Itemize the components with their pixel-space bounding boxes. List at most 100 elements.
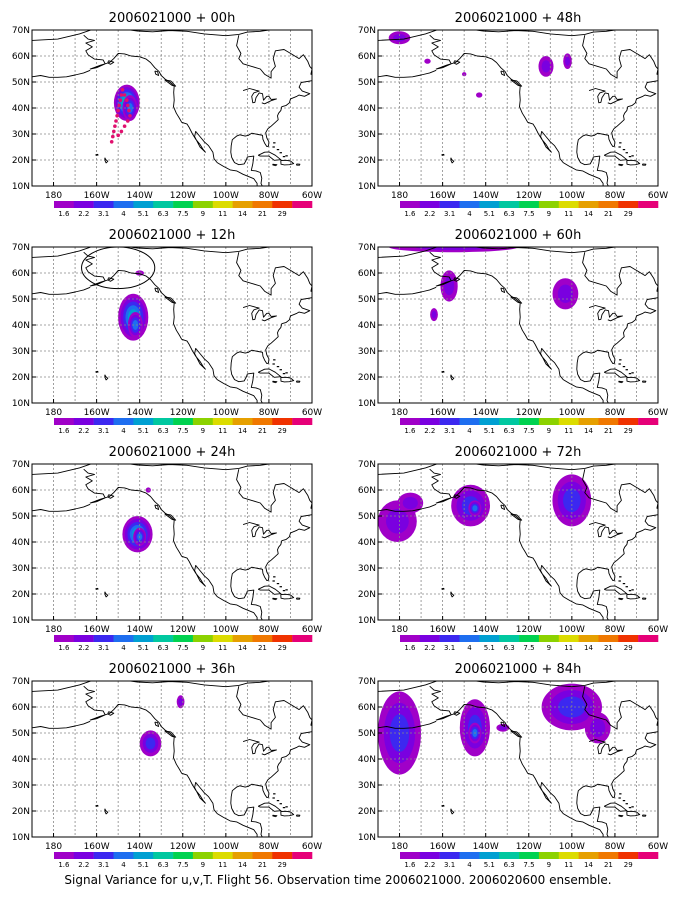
colorbar-level-label: 21 [258, 427, 267, 435]
coastlines [378, 30, 658, 186]
x-tick-label: 120W [170, 842, 196, 852]
colorbar-swatch-12 [638, 201, 659, 208]
colorbar-level-label: 7.5 [177, 861, 188, 869]
y-tick-label: 10N [358, 182, 376, 192]
variance-blob-1 [440, 270, 458, 302]
x-tick-label: 80W [605, 191, 625, 201]
coastlines [32, 464, 328, 620]
variance-blob-2 [563, 53, 572, 69]
island-3 [296, 814, 301, 817]
island-2 [618, 597, 624, 601]
bahamas-islet-5 [285, 372, 288, 374]
x-tick-label: 60W [648, 191, 668, 201]
y-tick-label: 70N [358, 677, 376, 687]
x-tick-label: 180 [391, 191, 408, 201]
bahamas-islet-1 [618, 363, 621, 365]
bahamas-islet-1 [272, 363, 275, 365]
x-tick-label: 60W [648, 408, 668, 418]
bahamas-islet-3 [625, 803, 628, 805]
colorbar-level-label: 29 [278, 210, 287, 218]
colorbar-level-label: 14 [238, 644, 247, 652]
coastline-3 [236, 686, 312, 730]
colorbar-swatch-10 [598, 635, 619, 642]
y-tick-label: 70N [358, 243, 376, 253]
track-point-1 [111, 134, 115, 139]
coastline-0 [32, 247, 269, 258]
coastline-4 [230, 719, 312, 837]
colorbar-level-label: 11 [218, 427, 227, 435]
y-tick-label: 40N [358, 755, 376, 765]
coastline-3 [582, 35, 658, 79]
colorbar-level-label: 3.1 [444, 644, 455, 652]
contour-level-1.6 [476, 92, 483, 98]
colorbar-level-label: 4 [467, 427, 472, 435]
colorbar-level-label: 5.1 [138, 644, 149, 652]
colorbar-swatch-8 [212, 635, 233, 642]
x-tick-label: 80W [605, 842, 625, 852]
island-7 [164, 79, 177, 87]
colorbar-swatch-10 [252, 852, 273, 859]
bahamas-islet-2 [276, 800, 280, 802]
colorbar-level-label: 29 [278, 861, 287, 869]
island-2 [272, 163, 278, 167]
colorbar-swatch-3 [113, 635, 134, 642]
panel-title: 2006021000 + 24h [109, 445, 236, 460]
x-tick-label: 120W [516, 408, 542, 418]
colorbar-level-label: 9 [547, 210, 551, 218]
y-tick-label: 50N [358, 78, 376, 88]
x-tick-label: 100W [213, 191, 239, 201]
island-8 [154, 721, 160, 727]
x-tick-label: 60W [648, 625, 668, 635]
colorbar-swatch-3 [459, 201, 480, 208]
bahamas-islet-3 [625, 369, 628, 371]
island-7 [164, 296, 177, 304]
coastline-0 [32, 30, 269, 41]
variance-blob-0 [388, 31, 411, 45]
bahamas-islet-4 [282, 156, 286, 158]
colorbar-swatch-8 [212, 201, 233, 208]
island-5 [95, 153, 99, 156]
bahamas-islet-1 [618, 146, 621, 148]
island-4 [660, 512, 674, 525]
colorbar-swatch-6 [519, 418, 540, 425]
colorbar-level-label: 11 [564, 210, 573, 218]
contour-level-4 [132, 320, 139, 330]
coastline-1 [83, 251, 258, 403]
coastline-2 [378, 503, 437, 512]
colorbar-level-label: 29 [624, 861, 633, 869]
colorbar-swatch-8 [212, 418, 233, 425]
colorbar-level-label: 14 [238, 427, 247, 435]
island-7 [164, 730, 177, 738]
x-tick-label: 80W [605, 625, 625, 635]
x-tick-label: 60W [302, 625, 322, 635]
island-6 [450, 374, 455, 381]
colorbar-swatch-11 [272, 418, 293, 425]
track-point-19 [116, 133, 120, 138]
colorbar: 1.6 2.2 3.1 4 5.1 6.3 7.5 9 11 14 21 29 [400, 635, 659, 652]
colorbar-level-label: 14 [238, 861, 247, 869]
x-tick-label: 80W [259, 842, 279, 852]
x-tick-label: 100W [559, 842, 585, 852]
coastline-0 [378, 464, 615, 475]
island-4 [314, 512, 328, 525]
colorbar-swatch-12 [292, 635, 313, 642]
x-tick-label: 180 [45, 191, 62, 201]
bahamas-islet-4 [282, 373, 286, 375]
colorbar-level-label: 9 [201, 644, 205, 652]
colorbar-level-label: 7.5 [523, 861, 534, 869]
y-tick-label: 10N [12, 833, 30, 843]
island-2 [618, 814, 624, 818]
colorbar-swatch-10 [598, 852, 619, 859]
y-tick-label: 70N [12, 243, 30, 253]
bahamas-islet-5 [285, 589, 288, 591]
coastline-0 [378, 681, 615, 692]
coastline-3 [236, 469, 312, 513]
y-tick-label: 20N [12, 590, 30, 600]
island-9 [453, 277, 461, 282]
colorbar-level-label: 4 [121, 210, 126, 218]
x-tick-label: 140W [473, 408, 499, 418]
colorbar-level-label: 21 [604, 861, 613, 869]
island-8 [154, 70, 160, 76]
panel-title: 2006021000 + 72h [455, 445, 582, 460]
coastline-4 [576, 285, 658, 403]
